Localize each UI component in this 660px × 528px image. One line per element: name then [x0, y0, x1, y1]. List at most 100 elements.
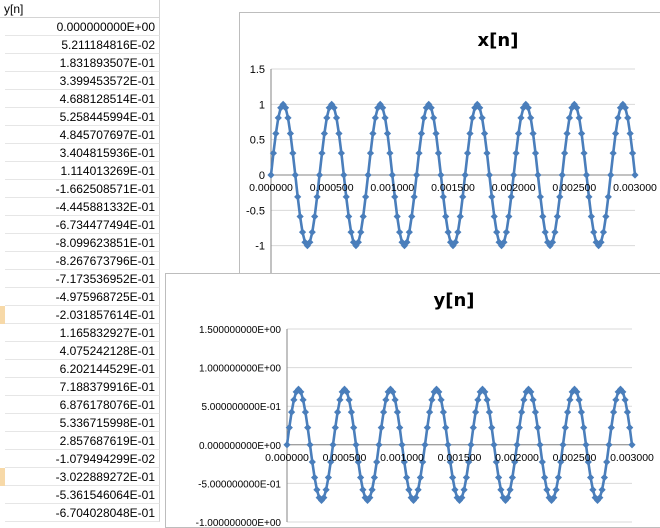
data-point [590, 228, 598, 236]
data-point [304, 424, 312, 432]
cell-y-n-15[interactable]: -7.173536952E-01 [5, 270, 160, 288]
data-point [624, 114, 632, 122]
data-point [558, 171, 566, 179]
data-point [577, 408, 585, 416]
x-tick-label: 0.002500 [553, 452, 597, 464]
cell-y-n-13[interactable]: -8.099623851E-01 [5, 234, 160, 252]
x-tick-label: 0.000500 [323, 452, 367, 464]
data-point [631, 171, 639, 179]
data-point [386, 385, 395, 393]
chart-y-n[interactable]: y[n] 1.500000000E+00 1.000000000E+00 5.0000… [165, 273, 660, 528]
chart-x-n[interactable]: x[n] 1.5 1 0.5 0 -0.5 -1 0.000000 0.000500 0.0010… [239, 12, 660, 274]
data-point [551, 228, 559, 236]
y-tick-label: 5.000000000E-01 [201, 402, 281, 413]
data-point [453, 494, 461, 502]
data-point [610, 408, 618, 416]
row-marker [0, 468, 5, 486]
data-point [628, 441, 636, 449]
data-point [587, 473, 595, 482]
data-point [357, 473, 365, 482]
data-point [322, 486, 330, 494]
data-point [563, 129, 571, 138]
data-point [421, 441, 429, 449]
cell-y-n-10[interactable]: -1.662508571E-01 [5, 180, 160, 198]
cell-y-n-26[interactable]: -3.022889272E-01 [5, 468, 160, 486]
data-point [380, 408, 388, 416]
data-point [396, 228, 404, 236]
data-point [536, 441, 544, 449]
cell-y-n-5[interactable]: 4.688128514E-01 [5, 90, 160, 108]
data-point [283, 441, 291, 449]
data-point [564, 408, 572, 416]
cell-y-n-28[interactable]: -6.704028048E-01 [5, 504, 160, 522]
cell-y-n-24[interactable]: 2.857687619E-01 [5, 432, 160, 450]
cell-y-n-2[interactable]: 5.211184816E-02 [5, 36, 160, 54]
data-point [623, 408, 631, 416]
data-point [370, 473, 378, 482]
data-point [552, 486, 560, 494]
data-point [320, 129, 328, 138]
cell-y-n-4[interactable]: 3.399453572E-01 [5, 72, 160, 90]
data-point [329, 441, 337, 449]
cell-y-n-20[interactable]: 6.202144529E-01 [5, 360, 160, 378]
data-point [621, 104, 629, 112]
data-point [595, 242, 603, 250]
data-point [508, 473, 516, 482]
cell-y-n-1[interactable]: 0.000000000E+00 [5, 18, 160, 36]
data-point [548, 238, 557, 246]
cell-y-n-23[interactable]: 5.336715998E-01 [5, 414, 160, 432]
cell-y-n-8[interactable]: 3.404815936E-01 [5, 144, 160, 162]
data-point [467, 441, 475, 449]
data-point [449, 473, 457, 482]
cell-y-n-14[interactable]: -8.267673796E-01 [5, 252, 160, 270]
data-point [368, 486, 376, 494]
data-point [522, 100, 530, 108]
data-point [308, 458, 316, 466]
data-point [267, 171, 275, 179]
cell-y-n-16[interactable]: -4.975968725E-01 [5, 288, 160, 306]
data-point [580, 424, 588, 432]
data-point [320, 494, 328, 502]
cell-y-n-17[interactable]: -2.031857614E-01 [5, 306, 160, 324]
y-tick-label: 0.5 [250, 135, 265, 147]
x-tick-label: 0.000000 [265, 452, 309, 464]
data-point [597, 238, 605, 246]
data-point [388, 171, 396, 179]
data-point [413, 171, 421, 179]
data-point [336, 396, 344, 404]
cell-y-n-22[interactable]: 6.876178076E-01 [5, 396, 160, 414]
cell-y-n-12[interactable]: -6.734477494E-01 [5, 216, 160, 234]
cell-y-n-6[interactable]: 5.258445994E-01 [5, 108, 160, 126]
data-point [318, 149, 326, 157]
data-point [561, 149, 569, 157]
data-point [416, 473, 424, 482]
data-point [375, 441, 383, 449]
cell-y-n-27[interactable]: -5.361546064E-01 [5, 486, 160, 504]
data-point [366, 149, 375, 157]
cell-y-n-11[interactable]: -4.445881332E-01 [5, 198, 160, 216]
data-point [513, 441, 521, 449]
column-header-y-n[interactable]: y[n] [0, 0, 160, 18]
data-point [337, 149, 345, 157]
data-point [382, 396, 390, 404]
data-point [393, 212, 401, 221]
data-point [463, 149, 472, 157]
cell-y-n-25[interactable]: -1.079494299E-02 [5, 450, 160, 468]
data-point [439, 193, 447, 201]
data-point [476, 104, 484, 112]
cell-y-n-21[interactable]: 7.188379916E-01 [5, 378, 160, 396]
data-point [403, 473, 411, 482]
cell-y-n-7[interactable]: 4.845707697E-01 [5, 126, 160, 144]
data-point [506, 486, 514, 494]
data-point [459, 193, 467, 201]
cell-y-n-19[interactable]: 4.075242128E-01 [5, 342, 160, 360]
cell-y-n-18[interactable]: 1.165832927E-01 [5, 324, 160, 342]
cell-y-n-3[interactable]: 1.831893507E-01 [5, 54, 160, 72]
data-point [391, 193, 399, 201]
data-point [335, 129, 343, 138]
data-point [490, 441, 498, 449]
data-point [534, 171, 542, 179]
data-point [362, 193, 370, 201]
cell-y-n-9[interactable]: 1.114013269E-01 [5, 162, 160, 180]
data-point [600, 473, 608, 482]
